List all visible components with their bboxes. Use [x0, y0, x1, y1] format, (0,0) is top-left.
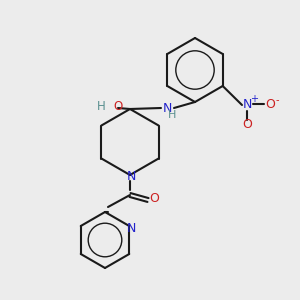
Text: O: O	[265, 98, 275, 110]
Text: O: O	[242, 118, 252, 131]
Text: N: N	[242, 98, 252, 110]
Text: O: O	[149, 193, 159, 206]
Text: -: -	[275, 95, 279, 105]
Text: N: N	[126, 169, 136, 182]
Text: H: H	[97, 100, 106, 112]
Text: O: O	[113, 100, 122, 112]
Text: H: H	[168, 110, 176, 120]
Text: +: +	[250, 94, 258, 104]
Text: N: N	[162, 101, 172, 115]
Text: N: N	[127, 221, 136, 235]
